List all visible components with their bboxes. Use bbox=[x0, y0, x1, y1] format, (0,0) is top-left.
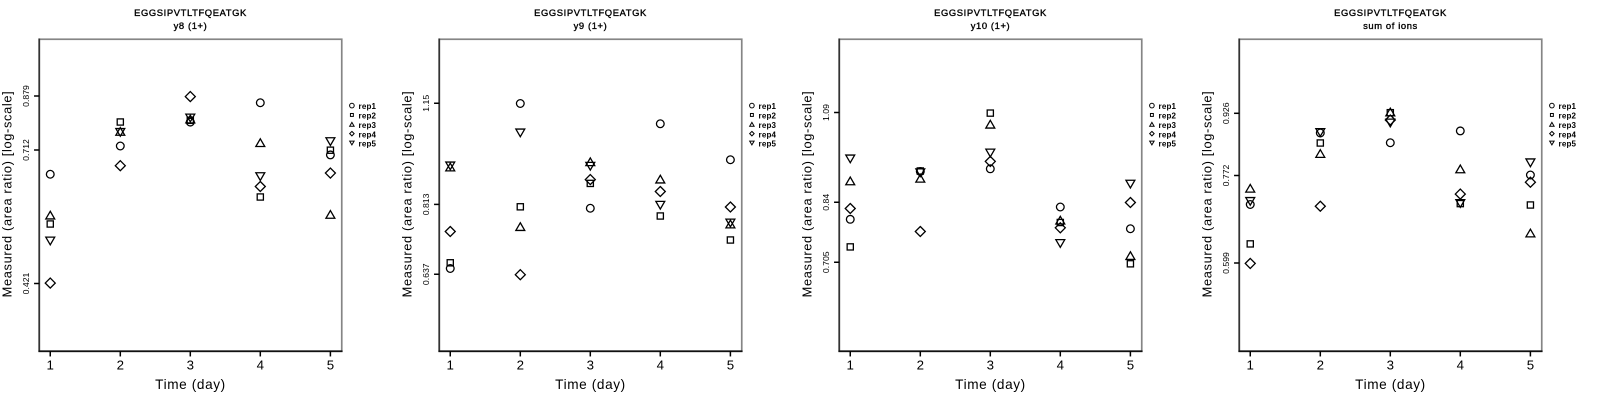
svg-text:3: 3 bbox=[987, 358, 994, 373]
svg-text:rep1: rep1 bbox=[1559, 102, 1577, 111]
svg-text:0.84: 0.84 bbox=[821, 194, 831, 211]
svg-text:1.15: 1.15 bbox=[421, 95, 431, 112]
svg-text:rep2: rep2 bbox=[1559, 112, 1577, 121]
svg-text:0.712: 0.712 bbox=[21, 139, 31, 161]
svg-text:1.09: 1.09 bbox=[821, 104, 831, 121]
svg-text:0.813: 0.813 bbox=[421, 193, 431, 215]
svg-text:1: 1 bbox=[1247, 358, 1254, 373]
svg-text:rep2: rep2 bbox=[1159, 112, 1177, 121]
svg-text:rep3: rep3 bbox=[1559, 121, 1577, 130]
svg-text:4: 4 bbox=[1457, 358, 1464, 373]
svg-text:y8 (1+): y8 (1+) bbox=[174, 20, 208, 31]
svg-text:2: 2 bbox=[917, 358, 924, 373]
svg-text:rep5: rep5 bbox=[359, 140, 377, 149]
svg-text:Time (day): Time (day) bbox=[955, 377, 1026, 392]
svg-text:rep2: rep2 bbox=[759, 112, 777, 121]
svg-text:2: 2 bbox=[117, 358, 124, 373]
svg-text:rep5: rep5 bbox=[1159, 140, 1177, 149]
svg-text:4: 4 bbox=[1057, 358, 1064, 373]
svg-text:3: 3 bbox=[187, 358, 194, 373]
svg-text:rep4: rep4 bbox=[759, 130, 777, 139]
svg-text:5: 5 bbox=[1527, 358, 1534, 373]
svg-text:rep5: rep5 bbox=[759, 140, 777, 149]
svg-text:y10 (1+): y10 (1+) bbox=[971, 20, 1011, 31]
svg-text:2: 2 bbox=[1317, 358, 1324, 373]
svg-text:rep2: rep2 bbox=[359, 112, 377, 121]
svg-text:rep4: rep4 bbox=[1159, 130, 1177, 139]
svg-text:EGGSIPVTLTFQEATGK: EGGSIPVTLTFQEATGK bbox=[534, 7, 647, 18]
svg-text:1: 1 bbox=[847, 358, 854, 373]
svg-text:rep3: rep3 bbox=[359, 121, 377, 130]
svg-text:4: 4 bbox=[257, 358, 264, 373]
svg-text:4: 4 bbox=[657, 358, 664, 373]
svg-text:rep3: rep3 bbox=[1159, 121, 1177, 130]
svg-text:rep1: rep1 bbox=[1159, 102, 1177, 111]
svg-text:rep3: rep3 bbox=[759, 121, 777, 130]
svg-text:Time (day): Time (day) bbox=[555, 377, 626, 392]
svg-text:5: 5 bbox=[727, 358, 734, 373]
svg-text:EGGSIPVTLTFQEATGK: EGGSIPVTLTFQEATGK bbox=[934, 7, 1047, 18]
svg-text:0.879: 0.879 bbox=[21, 85, 31, 107]
svg-text:0.705: 0.705 bbox=[821, 251, 831, 273]
svg-text:rep1: rep1 bbox=[359, 102, 377, 111]
svg-text:5: 5 bbox=[1127, 358, 1134, 373]
svg-text:3: 3 bbox=[587, 358, 594, 373]
svg-text:0.599: 0.599 bbox=[1221, 252, 1231, 274]
svg-text:Time (day): Time (day) bbox=[1355, 377, 1426, 392]
svg-text:EGGSIPVTLTFQEATGK: EGGSIPVTLTFQEATGK bbox=[134, 7, 247, 18]
svg-text:Measured (area ratio) [log-sca: Measured (area ratio) [log-scale] bbox=[400, 91, 415, 298]
svg-text:rep5: rep5 bbox=[1559, 140, 1577, 149]
svg-text:2: 2 bbox=[517, 358, 524, 373]
svg-text:0.421: 0.421 bbox=[21, 272, 31, 294]
svg-text:1: 1 bbox=[47, 358, 54, 373]
svg-text:3: 3 bbox=[1387, 358, 1394, 373]
svg-text:rep1: rep1 bbox=[759, 102, 777, 111]
svg-text:0.637: 0.637 bbox=[421, 263, 431, 285]
svg-text:y9 (1+): y9 (1+) bbox=[574, 20, 608, 31]
svg-text:0.772: 0.772 bbox=[1221, 164, 1231, 186]
svg-text:sum of ions: sum of ions bbox=[1363, 20, 1418, 31]
svg-text:Measured (area ratio) [log-sca: Measured (area ratio) [log-scale] bbox=[800, 91, 815, 298]
svg-text:EGGSIPVTLTFQEATGK: EGGSIPVTLTFQEATGK bbox=[1334, 7, 1447, 18]
svg-text:rep4: rep4 bbox=[359, 130, 377, 139]
svg-text:Measured (area ratio) [log-sca: Measured (area ratio) [log-scale] bbox=[1200, 91, 1215, 298]
svg-text:Time (day): Time (day) bbox=[155, 377, 226, 392]
svg-text:Measured (area ratio) [log-sca: Measured (area ratio) [log-scale] bbox=[0, 91, 15, 298]
svg-text:rep4: rep4 bbox=[1559, 130, 1577, 139]
svg-text:5: 5 bbox=[327, 358, 334, 373]
svg-text:1: 1 bbox=[447, 358, 454, 373]
svg-text:0.926: 0.926 bbox=[1221, 102, 1231, 124]
